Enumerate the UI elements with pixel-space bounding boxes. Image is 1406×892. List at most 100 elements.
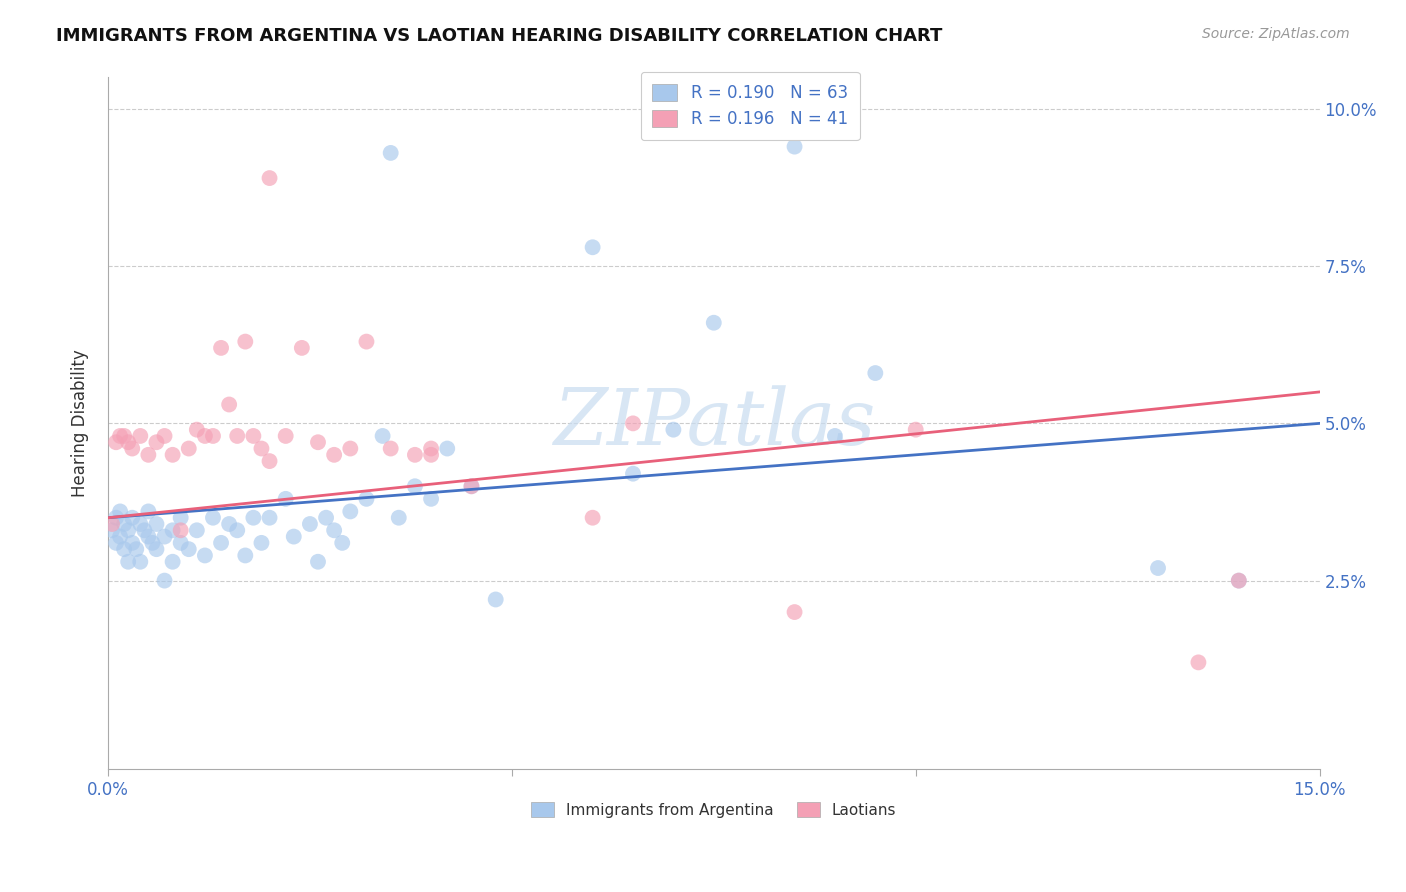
Laotians (201, 429, 224, 443)
Immigrants from Argentina (330, 536, 353, 550)
Immigrants from Argentina (307, 555, 329, 569)
Immigrants from Argentina (117, 524, 139, 538)
Laotians (209, 341, 232, 355)
Text: IMMIGRANTS FROM ARGENTINA VS LAOTIAN HEARING DISABILITY CORRELATION CHART: IMMIGRANTS FROM ARGENTINA VS LAOTIAN HEA… (56, 27, 942, 45)
Laotians (420, 442, 443, 456)
Laotians (112, 429, 135, 443)
Immigrants from Argentina (153, 574, 176, 588)
Immigrants from Argentina (153, 530, 176, 544)
Laotians (129, 429, 152, 443)
Immigrants from Argentina (170, 510, 193, 524)
Laotians (101, 516, 124, 531)
Immigrants from Argentina (242, 510, 264, 524)
Laotians (291, 341, 314, 355)
Immigrants from Argentina (436, 442, 458, 456)
Laotians (153, 429, 176, 443)
Immigrants from Argentina (356, 491, 378, 506)
Laotians (162, 448, 184, 462)
Immigrants from Argentina (315, 510, 337, 524)
Immigrants from Argentina (226, 524, 249, 538)
Laotians (177, 442, 200, 456)
Immigrants from Argentina (388, 510, 411, 524)
Laotians (404, 448, 426, 462)
Laotians (242, 429, 264, 443)
Immigrants from Argentina (194, 549, 217, 563)
Laotians (380, 442, 402, 456)
Laotians (259, 454, 281, 468)
Laotians (1187, 656, 1209, 670)
Laotians (621, 417, 644, 431)
Laotians (233, 334, 256, 349)
Laotians (581, 510, 603, 524)
Immigrants from Argentina (404, 479, 426, 493)
Laotians (121, 442, 143, 456)
Immigrants from Argentina (621, 467, 644, 481)
Laotians (226, 429, 249, 443)
Immigrants from Argentina (1147, 561, 1170, 575)
Immigrants from Argentina (108, 504, 131, 518)
Laotians (194, 429, 217, 443)
Laotians (904, 423, 927, 437)
Laotians (307, 435, 329, 450)
Immigrants from Argentina (105, 510, 128, 524)
Immigrants from Argentina (125, 542, 148, 557)
Laotians (186, 423, 208, 437)
Immigrants from Argentina (134, 524, 156, 538)
Laotians (250, 442, 273, 456)
Laotians (108, 429, 131, 443)
Laotians (783, 605, 806, 619)
Immigrants from Argentina (105, 536, 128, 550)
Immigrants from Argentina (581, 240, 603, 254)
Legend: Immigrants from Argentina, Laotians: Immigrants from Argentina, Laotians (524, 796, 903, 824)
Immigrants from Argentina (218, 516, 240, 531)
Immigrants from Argentina (371, 429, 394, 443)
Immigrants from Argentina (129, 516, 152, 531)
Immigrants from Argentina (783, 139, 806, 153)
Immigrants from Argentina (177, 542, 200, 557)
Immigrants from Argentina (283, 530, 305, 544)
Immigrants from Argentina (112, 542, 135, 557)
Laotians (170, 524, 193, 538)
Laotians (323, 448, 346, 462)
Immigrants from Argentina (824, 429, 846, 443)
Immigrants from Argentina (865, 366, 887, 380)
Immigrants from Argentina (141, 536, 163, 550)
Laotians (1227, 574, 1250, 588)
Laotians (339, 442, 361, 456)
Immigrants from Argentina (138, 530, 160, 544)
Y-axis label: Hearing Disability: Hearing Disability (72, 350, 89, 497)
Immigrants from Argentina (162, 524, 184, 538)
Laotians (460, 479, 482, 493)
Immigrants from Argentina (250, 536, 273, 550)
Immigrants from Argentina (121, 510, 143, 524)
Immigrants from Argentina (485, 592, 508, 607)
Laotians (138, 448, 160, 462)
Laotians (420, 448, 443, 462)
Laotians (105, 435, 128, 450)
Immigrants from Argentina (145, 516, 167, 531)
Immigrants from Argentina (138, 504, 160, 518)
Laotians (356, 334, 378, 349)
Immigrants from Argentina (129, 555, 152, 569)
Immigrants from Argentina (339, 504, 361, 518)
Immigrants from Argentina (162, 555, 184, 569)
Immigrants from Argentina (112, 516, 135, 531)
Immigrants from Argentina (233, 549, 256, 563)
Immigrants from Argentina (259, 510, 281, 524)
Laotians (117, 435, 139, 450)
Immigrants from Argentina (274, 491, 297, 506)
Immigrants from Argentina (117, 555, 139, 569)
Immigrants from Argentina (460, 479, 482, 493)
Immigrants from Argentina (662, 423, 685, 437)
Immigrants from Argentina (201, 510, 224, 524)
Laotians (259, 171, 281, 186)
Laotians (218, 397, 240, 411)
Immigrants from Argentina (420, 491, 443, 506)
Immigrants from Argentina (121, 536, 143, 550)
Immigrants from Argentina (209, 536, 232, 550)
Immigrants from Argentina (186, 524, 208, 538)
Immigrants from Argentina (108, 530, 131, 544)
Immigrants from Argentina (145, 542, 167, 557)
Immigrants from Argentina (323, 524, 346, 538)
Immigrants from Argentina (170, 536, 193, 550)
